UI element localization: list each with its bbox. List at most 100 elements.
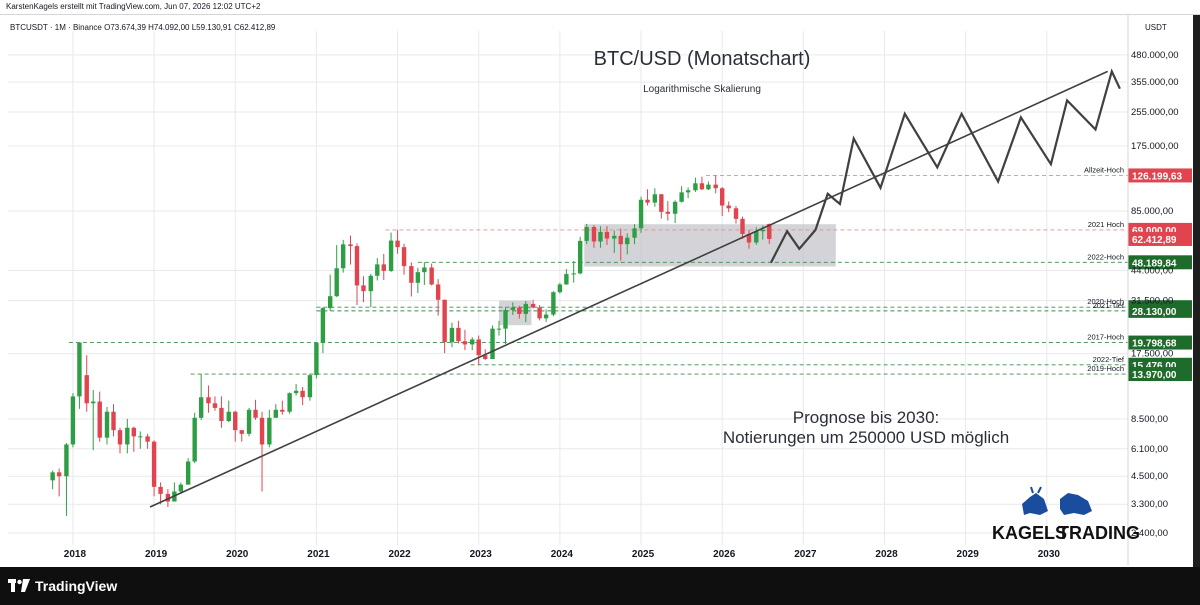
candle-body xyxy=(612,235,617,239)
candle-body xyxy=(158,486,163,494)
candle-body xyxy=(50,472,55,481)
level-price-tag xyxy=(1128,255,1192,270)
candles xyxy=(50,175,772,516)
candle-body xyxy=(368,275,373,292)
candle-body xyxy=(604,231,610,239)
candle-body xyxy=(767,224,772,239)
candle-body xyxy=(659,194,664,212)
level-price-text: 69.000,00 xyxy=(1132,226,1177,237)
candle-body xyxy=(409,266,414,283)
candle-body xyxy=(679,192,684,202)
candle-body xyxy=(77,342,82,397)
candle-body xyxy=(340,244,346,269)
candle-body xyxy=(56,472,62,477)
x-tick-label: 2029 xyxy=(957,549,980,560)
forecast-annotation-line2: Notierungen um 250000 USD möglich xyxy=(723,428,1009,447)
candle-body xyxy=(287,393,292,412)
candle-body xyxy=(685,190,691,193)
candle-body xyxy=(442,299,447,343)
candle-body xyxy=(111,411,116,431)
level-name: 2017-Hoch xyxy=(1087,333,1124,342)
tradingview-brand: TradingView xyxy=(35,578,118,594)
candle-body xyxy=(395,240,400,248)
candle-body xyxy=(510,307,516,311)
level-name: 2022-Hoch xyxy=(1087,252,1124,261)
candle-body xyxy=(246,409,252,434)
candle-body xyxy=(523,303,528,314)
y-tick-label: 480.000,00 xyxy=(1131,50,1179,61)
bear-icon xyxy=(1060,493,1092,515)
candle-body xyxy=(165,493,171,502)
candle-body xyxy=(206,397,211,404)
candle-body xyxy=(185,461,191,485)
candle-body xyxy=(212,403,218,408)
candle-body xyxy=(334,268,339,297)
candle-body xyxy=(713,184,718,189)
candle-body xyxy=(64,444,69,477)
candle-body xyxy=(625,237,630,245)
candle-body xyxy=(267,417,272,445)
level-price-text: 15.476,00 xyxy=(1132,361,1177,372)
candle-body xyxy=(483,355,488,360)
candle-body xyxy=(665,211,671,214)
candle-body xyxy=(720,188,725,206)
x-tick-label: 2018 xyxy=(64,549,87,560)
candle-body xyxy=(760,229,765,232)
candle-body xyxy=(293,390,299,394)
x-tick-label: 2025 xyxy=(632,549,655,560)
level-name: 2020-Hoch xyxy=(1087,297,1124,306)
candle-body xyxy=(740,218,745,234)
candle-body xyxy=(503,310,508,329)
y-tick-label: 85.000,00 xyxy=(1131,206,1173,217)
candle-body xyxy=(84,375,89,404)
candle-body xyxy=(490,328,495,360)
candle-body xyxy=(551,292,556,315)
candle-body xyxy=(239,430,244,434)
brand-line1: KAGELS xyxy=(992,523,1067,543)
y-tick-label: 44.000,00 xyxy=(1131,266,1173,277)
candle-body xyxy=(192,417,197,462)
y-tick-label: 3.300,00 xyxy=(1131,499,1168,510)
candle-body xyxy=(117,430,123,445)
candle-body xyxy=(219,407,224,422)
candle-body xyxy=(104,411,110,438)
y-tick-label: 8.500,00 xyxy=(1131,414,1168,425)
candle-body xyxy=(273,409,279,418)
grid-lines xyxy=(8,31,1128,545)
level-price-tag xyxy=(1128,335,1192,350)
bull-icon xyxy=(1022,486,1048,515)
candle-body xyxy=(672,201,678,214)
candle-body xyxy=(456,327,461,342)
candle-body xyxy=(435,284,441,300)
candle-body xyxy=(693,183,698,191)
candle-body xyxy=(280,409,285,412)
candle-body xyxy=(591,226,597,242)
candle-body xyxy=(198,397,204,418)
tradingview-logo[interactable]: TradingView xyxy=(8,578,117,594)
candle-body xyxy=(70,396,76,445)
x-tick-label: 2024 xyxy=(551,549,574,560)
symbol-legend: BTCUSDT · 1M · Binance O73.674,39 H74.09… xyxy=(10,23,276,32)
candle-body xyxy=(138,436,143,438)
candle-body xyxy=(530,303,536,308)
candle-body xyxy=(253,409,258,418)
price-chart[interactable]: Allzeit-Hoch 126.199,63 2021 Hoch 69.000,00… xyxy=(0,15,1193,567)
candle-body xyxy=(125,427,130,445)
candle-body xyxy=(401,247,407,267)
x-tick-label: 2027 xyxy=(794,549,817,560)
level-name: 2022-Tief xyxy=(1093,355,1125,364)
y-tick-label: 255.000,00 xyxy=(1131,107,1179,118)
candle-body xyxy=(746,233,752,243)
y-tick-label: 175.000,00 xyxy=(1131,141,1179,152)
candle-body xyxy=(415,272,421,283)
consolidation-boxes xyxy=(499,224,836,326)
candle-body xyxy=(422,267,427,273)
candle-body xyxy=(314,343,319,376)
kagels-trading-logo: KAGELS TRADING xyxy=(992,486,1140,543)
candle-body xyxy=(429,267,434,285)
candle-body xyxy=(375,264,380,276)
level-name: Allzeit-Hoch xyxy=(1084,165,1124,174)
level-price-text: 28.130,00 xyxy=(1132,307,1177,318)
candle-body xyxy=(300,390,305,398)
candle-body xyxy=(537,307,542,319)
